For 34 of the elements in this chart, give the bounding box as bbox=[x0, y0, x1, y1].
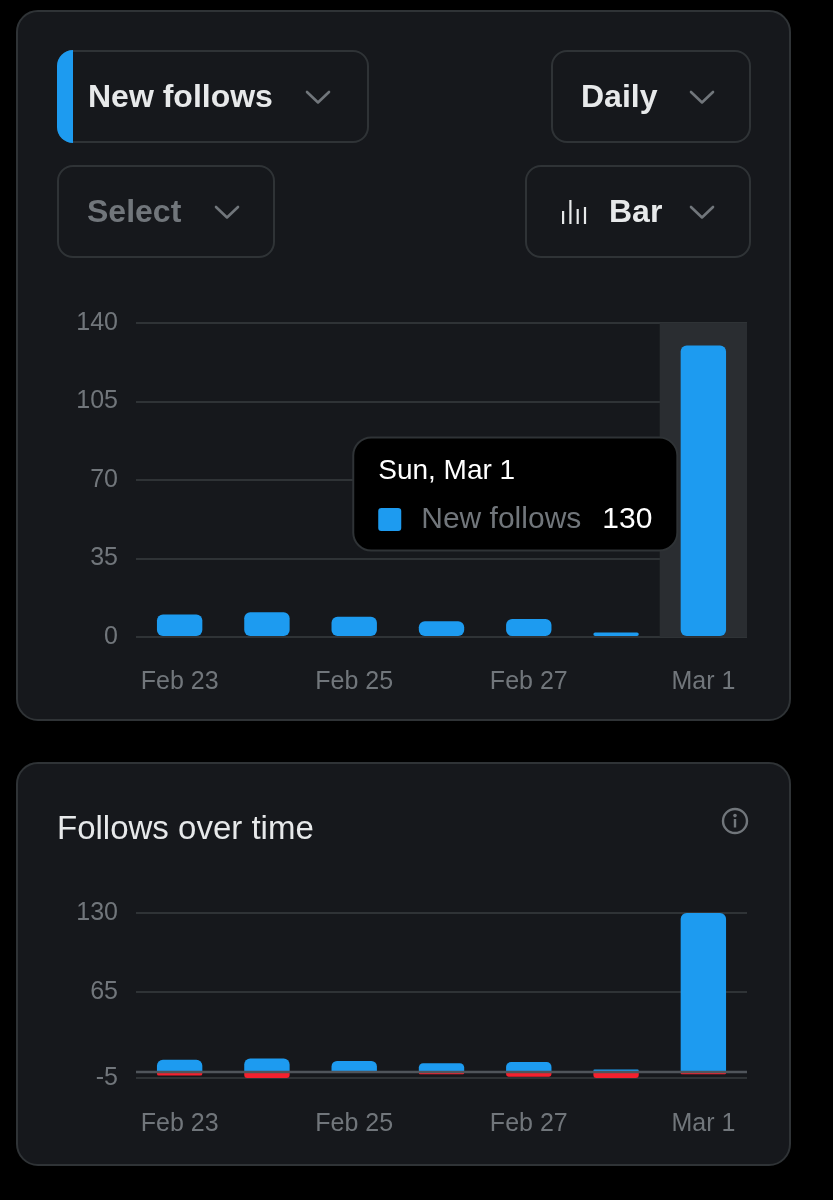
y-tick-label: 70 bbox=[90, 463, 118, 492]
y-tick-label: 35 bbox=[90, 542, 118, 571]
dropdown: Select bbox=[57, 165, 275, 258]
x-tick-label: Mar 1 bbox=[671, 665, 736, 694]
chart-title: Follows over time bbox=[57, 808, 314, 848]
x-tick-label: Feb 23 bbox=[140, 665, 219, 694]
annotation: 130 bbox=[602, 500, 653, 534]
dropdown: Daily bbox=[551, 50, 751, 143]
dropdown: New follows bbox=[57, 50, 369, 143]
bar bbox=[156, 1059, 203, 1072]
y-tick-label: 0 bbox=[104, 620, 118, 649]
bar bbox=[680, 913, 727, 1072]
bar bbox=[331, 1060, 377, 1072]
annotation: Sun, Mar 1 bbox=[378, 454, 516, 486]
x-tick-label: Feb 25 bbox=[315, 1107, 394, 1136]
y-tick-label: -5 bbox=[95, 1061, 118, 1090]
x-tick-label: Feb 23 bbox=[140, 1107, 219, 1136]
x-tick-label: Feb 25 bbox=[315, 665, 394, 694]
bar bbox=[244, 612, 290, 636]
bar bbox=[331, 616, 377, 636]
dropdown: Bar bbox=[525, 165, 751, 258]
x-tick-label: Mar 1 bbox=[671, 1107, 736, 1136]
bar bbox=[506, 619, 552, 636]
legend-label: New follows bbox=[421, 500, 582, 534]
bar bbox=[418, 621, 465, 636]
x-tick-label: Feb 27 bbox=[489, 665, 568, 694]
x-tick-label: Feb 27 bbox=[489, 1107, 568, 1136]
bar bbox=[244, 1058, 290, 1072]
y-tick-label: 130 bbox=[76, 896, 118, 925]
y-tick-label: 65 bbox=[90, 976, 118, 1005]
chart-title: New follows bbox=[88, 78, 273, 115]
y-tick-label: 140 bbox=[76, 306, 118, 335]
bar bbox=[156, 614, 203, 636]
y-tick-label: 105 bbox=[76, 385, 118, 414]
